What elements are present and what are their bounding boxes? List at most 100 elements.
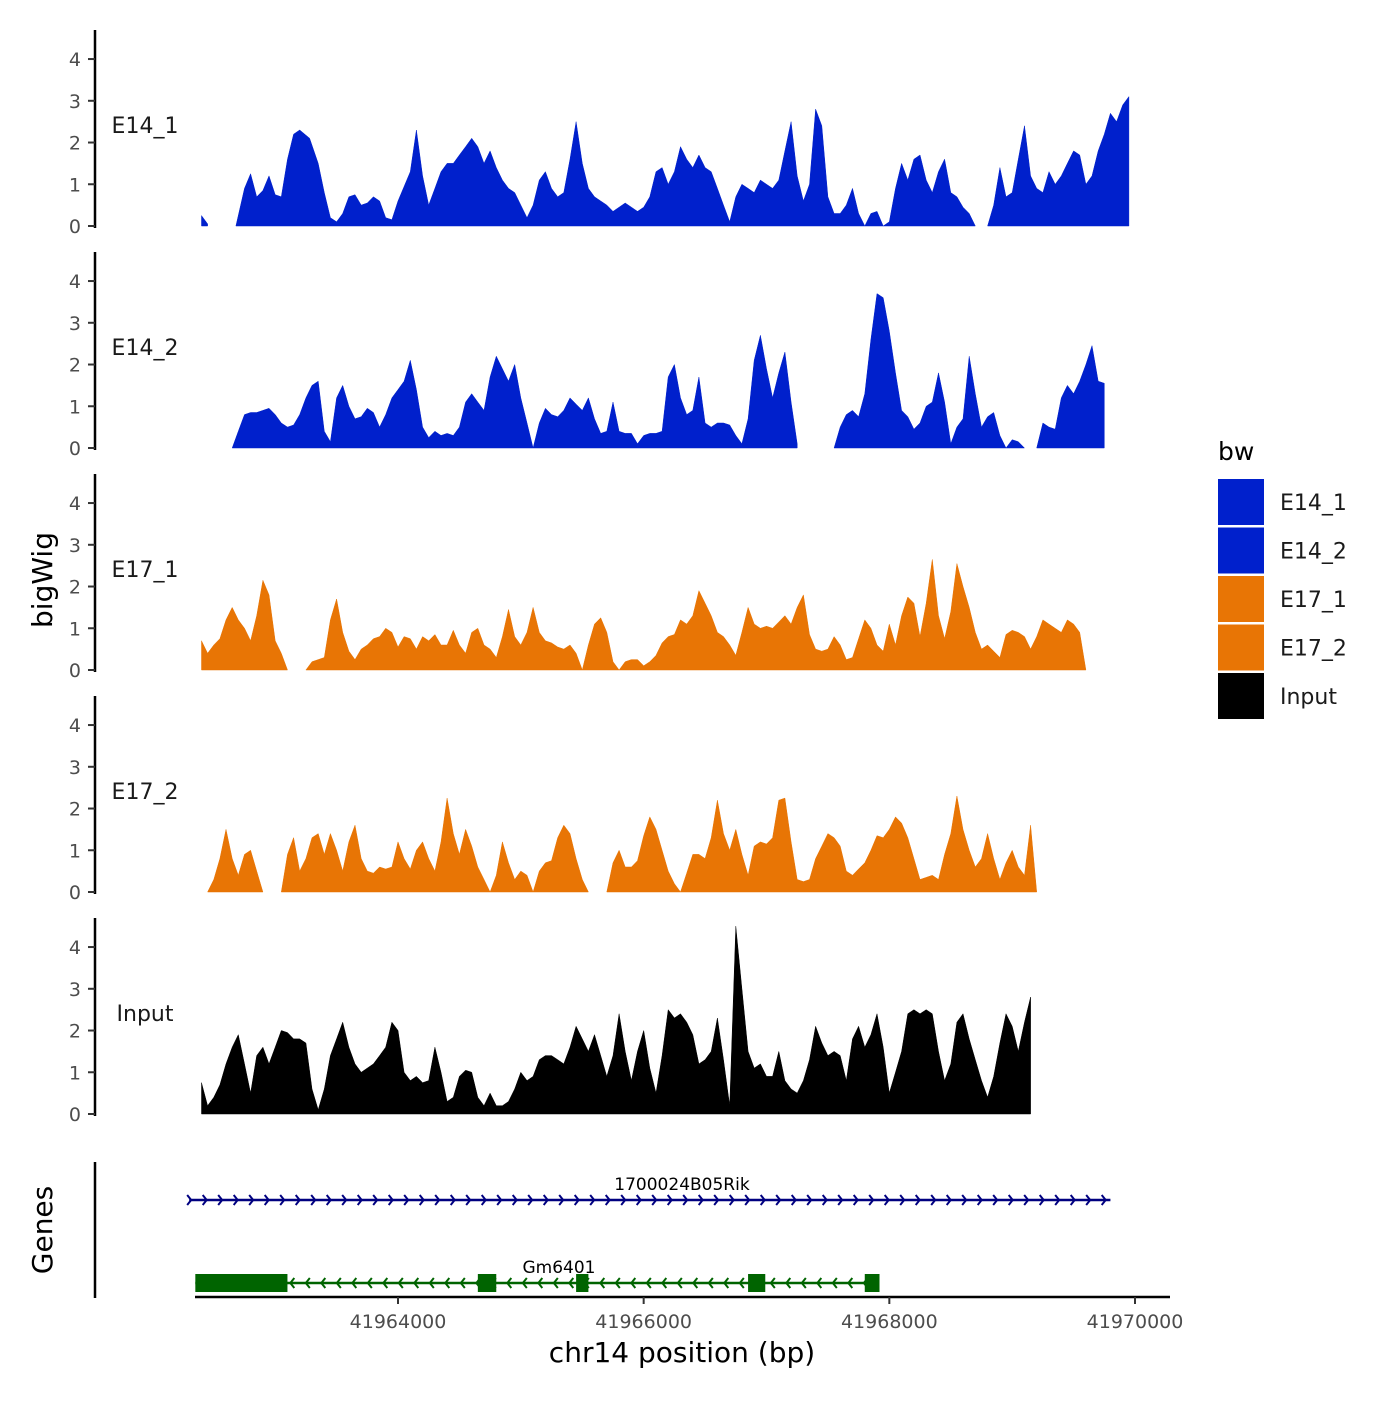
panel-label-e17-2: E17_2: [112, 780, 179, 805]
strand-chevron: [511, 1194, 518, 1206]
strand-chevron: [341, 1194, 348, 1206]
strand-chevron: [800, 1277, 807, 1289]
y-tick-label: 1: [69, 1062, 81, 1084]
strand-chevron: [614, 1277, 621, 1289]
gene-gm6401: Gm6401: [195, 1258, 880, 1292]
panel-label-e14-2: E14_2: [112, 336, 179, 361]
strand-chevron: [382, 1277, 389, 1289]
legend-label-input: Input: [1280, 685, 1337, 710]
legend-swatch-input: [1218, 673, 1264, 719]
strand-chevron: [542, 1194, 549, 1206]
y-tick-label: 2: [69, 1021, 81, 1043]
panel-e14-2: 0 1 2 3 4 E14_2: [69, 252, 1105, 460]
strand-chevron: [816, 1277, 823, 1289]
legend-label-e14-2: E14_2: [1280, 540, 1347, 565]
area-e17-2-segment-2: [606, 795, 1037, 893]
y-tick-label: 1: [69, 840, 81, 862]
strand-chevron: [676, 1277, 683, 1289]
x-axis: 41964000 41966000 41968000 41970000: [195, 1295, 1184, 1333]
strand-chevron: [521, 1277, 528, 1289]
area-e17-2-segment-1: [281, 798, 589, 893]
strand-chevron: [697, 1194, 704, 1206]
strand-chevron: [387, 1194, 394, 1206]
exon-block: [864, 1274, 880, 1292]
area-e14-1-segment-1: [235, 109, 976, 227]
panel-e17-2: 0 1 2 3 4 E17_2: [69, 696, 1037, 904]
area-e17-1-segment-0: [201, 579, 288, 671]
strand-chevron: [821, 1194, 828, 1206]
y-tick-label: 2: [69, 133, 81, 155]
strand-chevron: [620, 1194, 627, 1206]
strand-chevron: [769, 1277, 776, 1289]
strand-chevron: [366, 1277, 373, 1289]
strand-chevron: [248, 1194, 255, 1206]
strand-chevron: [428, 1277, 435, 1289]
strand-chevron: [1069, 1194, 1076, 1206]
strand-chevron: [459, 1277, 466, 1289]
strand-chevron: [496, 1194, 503, 1206]
strand-chevron: [868, 1194, 875, 1206]
x-tick-label: 41970000: [1087, 1311, 1184, 1333]
strand-chevron: [558, 1194, 565, 1206]
y-tick-label: 3: [69, 91, 81, 113]
strand-chevron: [1023, 1194, 1030, 1206]
strand-chevron: [1085, 1194, 1092, 1206]
strand-chevron: [1038, 1194, 1045, 1206]
strand-chevron: [356, 1194, 363, 1206]
legend-label-e17-2: E17_2: [1280, 637, 1347, 662]
strand-chevron: [1007, 1194, 1014, 1206]
area-e14-2-segment-0: [231, 335, 798, 449]
y-axis-title: bigWig: [26, 532, 59, 628]
legend-title: bw: [1218, 437, 1254, 466]
area-e14-2-segment-1: [833, 293, 1026, 449]
strand-chevron: [775, 1194, 782, 1206]
panel-e17-1: 0 1 2 3 4 E17_1: [69, 474, 1087, 682]
legend-swatch-e17-1: [1218, 576, 1264, 622]
y-tick-label: 3: [69, 979, 81, 1001]
gene-label-gm6401: Gm6401: [523, 1258, 596, 1278]
strand-chevron: [992, 1194, 999, 1206]
y-tick-label: 2: [69, 799, 81, 821]
strand-chevron: [537, 1277, 544, 1289]
strand-chevron: [599, 1277, 606, 1289]
strand-chevron: [785, 1277, 792, 1289]
gene-label-1700024b05rik: 1700024B05Rik: [614, 1175, 750, 1195]
y-tick-label: 4: [69, 49, 81, 71]
legend-swatch-e14-2: [1218, 527, 1264, 574]
y-tick-label: 2: [69, 577, 81, 599]
strand-chevron: [434, 1194, 441, 1206]
strand-chevron: [403, 1194, 410, 1206]
strand-chevron: [418, 1194, 425, 1206]
strand-chevron: [351, 1277, 358, 1289]
strand-chevron: [465, 1194, 472, 1206]
strand-chevron: [630, 1277, 637, 1289]
strand-chevron: [413, 1277, 420, 1289]
strand-chevron: [573, 1194, 580, 1206]
x-ticks: 41964000 41966000 41968000 41970000: [350, 1297, 1184, 1333]
y-tick-label: 1: [69, 174, 81, 196]
strand-chevron: [232, 1194, 239, 1206]
y-tick-label: 1: [69, 618, 81, 640]
y-tick-label: 0: [69, 882, 81, 904]
strand-chevron: [899, 1194, 906, 1206]
strand-chevron: [480, 1194, 487, 1206]
strand-chevron: [320, 1277, 327, 1289]
strand-chevron: [217, 1194, 224, 1206]
strand-chevron: [707, 1277, 714, 1289]
strand-chevron: [304, 1277, 311, 1289]
gene-1700024b05rik: 1700024B05Rik: [186, 1175, 1111, 1206]
x-tick-label: 41966000: [595, 1311, 692, 1333]
panel-e14-1: 0 1 2 3 4 E14_1: [69, 30, 1130, 238]
x-tick-label: 41968000: [841, 1311, 938, 1333]
y-tick-label: 0: [69, 1104, 81, 1126]
strand-chevron: [945, 1194, 952, 1206]
strand-chevron: [201, 1194, 208, 1206]
tracks-group: 0 1 2 3 4 E14_1 0 1 2 3 4 E14_2 0 1 2 3 4 E17_1 0 1 2 3 4 E17_2…: [69, 30, 1130, 1126]
exon-block: [195, 1274, 288, 1292]
exon-block: [748, 1274, 766, 1292]
y-tick-label: 4: [69, 271, 81, 293]
strand-chevron: [682, 1194, 689, 1206]
strand-chevron: [645, 1277, 652, 1289]
legend-items: E14_1 E14_2 E17_1 E17_2 Input: [1218, 479, 1347, 719]
